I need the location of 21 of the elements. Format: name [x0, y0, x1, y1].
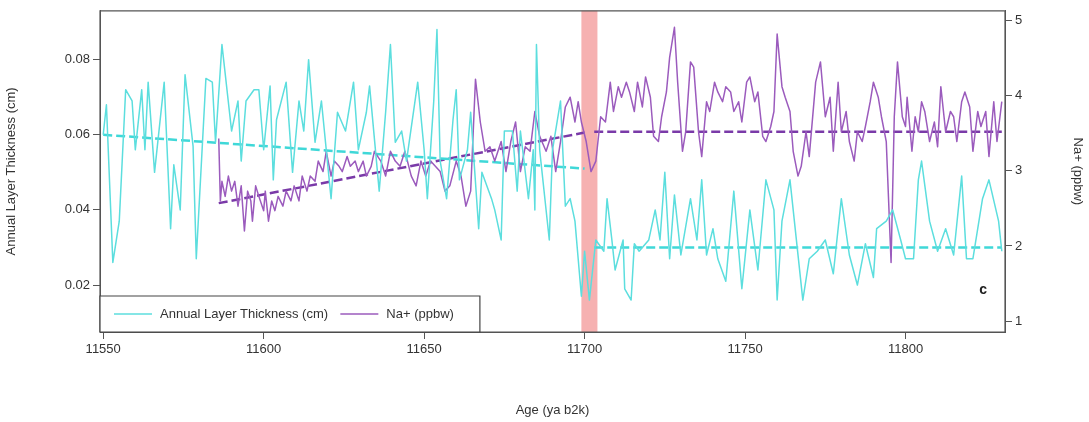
y-tick-label: 0.04 — [64, 201, 90, 217]
legend-label: Annual Layer Thickness (cm) — [160, 305, 329, 321]
x-tick-label: 11750 — [727, 341, 763, 357]
y2-tick-label: 1 — [1015, 312, 1023, 328]
y-tick-label: 0.02 — [64, 276, 90, 292]
y2-tick-label: 4 — [1015, 87, 1023, 103]
x-tick-label: 11800 — [887, 341, 924, 357]
x-tick-label: 11550 — [85, 341, 121, 357]
y2-tick-label: 2 — [1015, 237, 1023, 253]
x-tick-label: 11700 — [567, 341, 603, 357]
y-tick-label: 0.06 — [64, 126, 90, 142]
x-tick-label: 11650 — [406, 341, 442, 357]
y2-tick-label: 5 — [1015, 12, 1023, 28]
y2-axis-title: Na+ (ppbw) — [1070, 137, 1086, 206]
x-axis-title: Age (ya b2k) — [515, 401, 590, 417]
legend-label: Na+ (ppbw) — [386, 305, 454, 321]
y-axis-title: Annual Layer Thickness (cm) — [3, 87, 19, 256]
y2-tick-label: 3 — [1015, 162, 1023, 178]
annotation: c — [979, 280, 988, 297]
y-tick-label: 0.08 — [64, 51, 90, 67]
x-tick-label: 11600 — [246, 341, 282, 357]
